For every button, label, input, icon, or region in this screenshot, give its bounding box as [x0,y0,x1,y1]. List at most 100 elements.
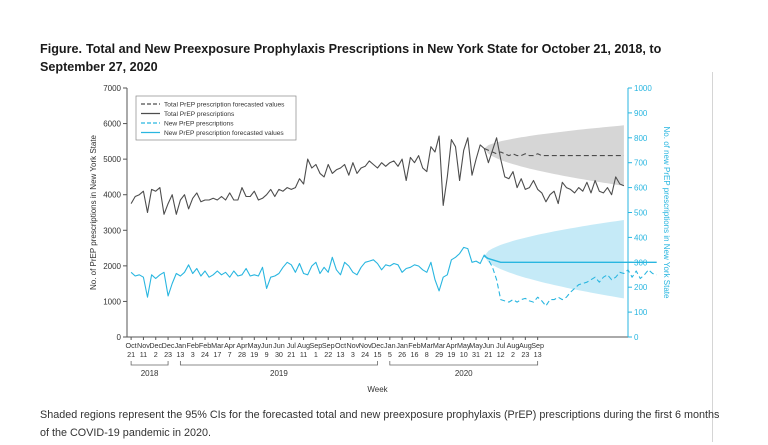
x-tick-month: Dec [162,341,175,350]
left-axis-label: No. of PrEP prescriptions in New York St… [89,134,98,290]
series-line-1 [484,147,624,157]
x-tick-day: 28 [238,350,246,359]
x-tick-month: Feb [408,341,420,350]
x-tick-day: 3 [191,350,195,359]
chart-legend: Total PrEP prescription forecasted value… [135,95,297,141]
year-label: 2018 [141,369,159,378]
right-tick-label: 200 [634,283,648,292]
figure-label: Figure. [40,42,82,56]
x-tick-day: 3 [351,350,355,359]
right-tick-label: 100 [634,308,648,317]
x-tick-month: Aug [519,341,532,350]
x-tick-day: 19 [447,350,455,359]
right-tick-label: 700 [634,159,648,168]
x-tick-day: 8 [425,350,429,359]
legend-label-total: Total PrEP prescriptions [164,111,235,118]
x-tick-month: Mar [433,341,446,350]
legend-label-total_forecast: Total PrEP prescription forecasted value… [164,102,285,109]
new-ci-band [484,220,624,299]
x-tick-month: Dec [371,341,384,350]
x-tick-month: May [248,341,262,350]
x-tick-month: Sep [310,341,323,350]
x-tick-day: 15 [374,350,382,359]
x-tick-day: 13 [534,350,542,359]
x-tick-day: 7 [228,350,232,359]
x-tick-day: 12 [497,350,505,359]
left-tick-label: 2000 [103,262,121,271]
x-tick-month: Feb [187,341,199,350]
x-tick-day: 23 [164,350,172,359]
right-tick-label: 800 [634,134,648,143]
right-tick-label: 1000 [634,84,652,93]
x-tick-day: 19 [250,350,258,359]
x-tick-day: 26 [398,350,406,359]
year-label: 2020 [455,369,473,378]
left-tick-label: 4000 [103,191,121,200]
legend-label-new_forecast: New PrEP prescription forecasted values [164,130,284,137]
left-tick-label: 6000 [103,120,121,129]
x-tick-month: Jan [175,341,187,350]
x-tick-month: Apr [224,341,236,350]
year-bracket [389,361,539,366]
x-tick-month: Dec [149,341,162,350]
x-tick-day: 16 [410,350,418,359]
x-tick-month: Mar [421,341,434,350]
x-tick-day: 30 [275,350,283,359]
left-tick-label: 0 [117,333,122,342]
x-tick-month: May [457,341,471,350]
right-tick-label: 900 [634,109,648,118]
x-tick-month: Sep [322,341,335,350]
right-tick-label: 500 [634,209,648,218]
x-tick-month: Nov [359,341,372,350]
x-tick-day: 24 [361,350,369,359]
x-tick-day: 2 [154,350,158,359]
page-divider [712,72,713,442]
prep-line-chart: 0 1000 2000 3000 4000 5000 6000 7000 0 100 200 300 4… [89,84,671,394]
series-line-2 [130,246,485,298]
x-tick-day: 5 [388,350,392,359]
x-tick-day: 24 [201,350,209,359]
x-tick-month: Aug [507,341,520,350]
x-tick-day: 21 [287,350,295,359]
x-tick-month: Jun [273,341,285,350]
x-tick-day: 2 [511,350,515,359]
left-tick-label: 3000 [103,226,121,235]
year-bracket [130,361,169,366]
x-tick-month: Apr [446,341,458,350]
x-tick-day: 29 [435,350,443,359]
x-tick-month: Nov [137,341,150,350]
x-tick-day: 11 [140,350,147,359]
left-tick-label: 7000 [103,84,121,93]
x-tick-day: 17 [213,350,221,359]
left-tick-label: 5000 [103,155,121,164]
x-tick-month: Jan [396,341,408,350]
figure-title-text: Total and New Preexposure Prophylaxis Pr… [40,42,662,74]
x-tick-month: May [469,341,483,350]
x-tick-month: Jul [496,341,506,350]
confidence-bands [484,125,624,299]
x-tick-month: Jul [287,341,297,350]
x-tick-day: 22 [324,350,332,359]
figure-title: Figure. Total and New Preexposure Prophyl… [40,40,710,76]
x-tick-month: Feb [199,341,211,350]
right-axis-label: No. of new PrEP prescriptions in New Yor… [662,127,671,299]
x-tick-month: Mar [211,341,224,350]
x-tick-day: 23 [521,350,529,359]
x-tick-day: 13 [176,350,184,359]
right-tick-label: 400 [634,233,648,242]
legend-box [135,95,297,141]
right-tick-label: 0 [634,333,639,342]
chart-axes: 0 1000 2000 3000 4000 5000 6000 7000 0 100 200 300 4… [89,84,671,394]
x-tick-day: 10 [460,350,468,359]
x-tick-day: 13 [337,350,345,359]
x-tick-month: Oct [335,341,346,350]
x-tick-month: Oct [126,341,137,350]
series-line-0 [130,135,625,215]
figure-caption: Shaded regions represent the 95% CIs for… [40,409,720,439]
x-tick-month: Apr [236,341,248,350]
x-tick-day: 31 [472,350,480,359]
x-tick-month: Jan [384,341,396,350]
x-tick-day: 21 [484,350,492,359]
x-tick-month: Jun [483,341,495,350]
x-tick-day: 11 [300,350,307,359]
